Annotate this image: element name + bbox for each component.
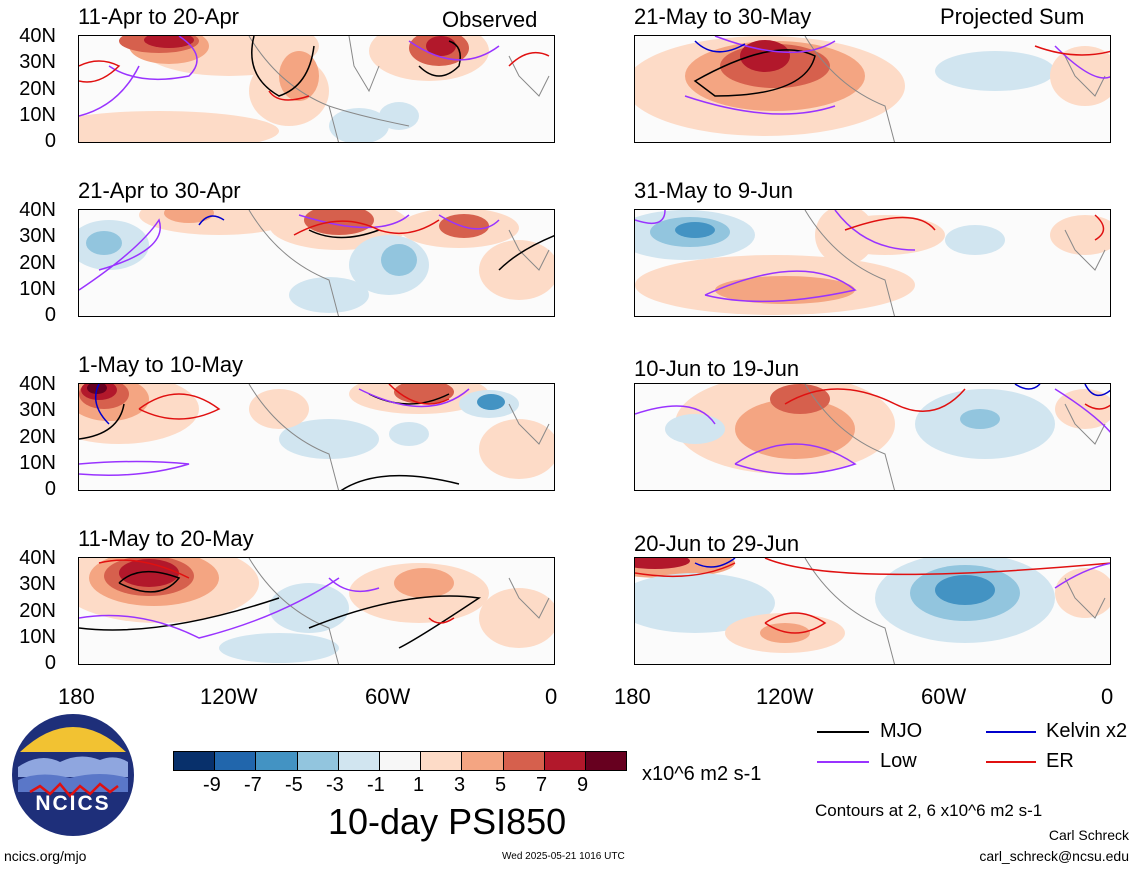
map-panel-21may-30may xyxy=(634,35,1111,143)
colorbar-tick: -1 xyxy=(367,774,385,796)
panel-title-5: 21-May to 30-May xyxy=(634,4,812,29)
panel-title-7: 10-Jun to 19-Jun xyxy=(634,356,800,381)
lon-label: 120W xyxy=(756,684,814,709)
lon-label: 0 xyxy=(545,684,558,709)
map-svg xyxy=(79,558,554,664)
colorbar-swatch xyxy=(296,752,338,770)
lat-label: 40N xyxy=(19,25,56,47)
colorbar-units: x10^6 m2 s-1 xyxy=(642,763,762,785)
lat-label: 30N xyxy=(19,51,56,73)
lon-label: 60W xyxy=(365,684,411,709)
column-header-projected: Projected Sum xyxy=(940,4,1085,29)
panel-title-2: 21-Apr to 30-Apr xyxy=(78,178,241,203)
colorbar-swatch xyxy=(174,752,215,770)
colorbar-tick: 3 xyxy=(454,774,466,796)
column-header-observed: Observed xyxy=(442,7,538,32)
lat-label: 0 xyxy=(44,478,56,500)
author-email[interactable]: carl_schreck@ncsu.edu xyxy=(979,848,1129,864)
colorbar-tick: -9 xyxy=(203,774,221,796)
legend-label-kelvin: Kelvin x2 xyxy=(1046,720,1128,742)
panel-title-8: 20-Jun to 29-Jun xyxy=(634,531,800,556)
lon-label: 60W xyxy=(921,684,967,709)
legend-label-low: Low xyxy=(880,750,917,772)
colorbar-tick: -5 xyxy=(285,774,303,796)
legend-line-kelvin xyxy=(986,731,1036,733)
lat-label: 0 xyxy=(44,304,56,326)
ncics-logo[interactable]: NCICS xyxy=(10,712,136,838)
lat-label: 10N xyxy=(19,104,56,126)
author-name: Carl Schreck xyxy=(1048,827,1129,843)
legend-label-mjo: MJO xyxy=(880,720,923,742)
map-panel-11may-20may xyxy=(78,557,555,665)
lat-label: 20N xyxy=(19,426,56,448)
lat-label: 40N xyxy=(19,373,56,395)
logo-text: NCICS xyxy=(35,792,111,815)
map-svg xyxy=(635,210,1110,316)
lat-label: 0 xyxy=(44,130,56,152)
legend-line-low xyxy=(817,761,869,763)
map-panel-10jun-19jun xyxy=(634,383,1111,491)
contour-note: Contours at 2, 6 x10^6 m2 s-1 xyxy=(815,801,1043,820)
colorbar-tick: 5 xyxy=(495,774,507,796)
panel-title-1: 11-Apr to 20-Apr xyxy=(78,4,240,29)
map-panel-1may-10may xyxy=(78,383,555,491)
colorbar-swatch xyxy=(255,752,297,770)
map-panel-11apr-20apr xyxy=(78,35,555,143)
legend-line-er xyxy=(986,761,1036,763)
site-link[interactable]: ncics.org/mjo xyxy=(4,848,87,864)
colorbar-swatch xyxy=(543,752,585,770)
lat-label: 30N xyxy=(19,399,56,421)
colorbar-swatch xyxy=(378,752,421,770)
lat-label: 0 xyxy=(44,652,56,674)
colorbar-swatch xyxy=(502,752,544,770)
panel-title-3: 1-May to 10-May xyxy=(78,352,244,377)
colorbar-tick: -3 xyxy=(326,774,344,796)
colorbar xyxy=(173,751,627,771)
lat-label: 30N xyxy=(19,225,56,247)
colorbar-swatch xyxy=(214,752,256,770)
map-svg xyxy=(79,210,554,316)
logo-svg xyxy=(12,714,134,836)
colorbar-swatch xyxy=(584,752,627,770)
colorbar-swatch xyxy=(461,752,503,770)
lat-label: 20N xyxy=(19,600,56,622)
lon-label: 0 xyxy=(1101,684,1114,709)
timestamp: Wed 2025-05-21 1016 UTC xyxy=(502,851,625,862)
lat-label: 30N xyxy=(19,573,56,595)
lat-label: 40N xyxy=(19,547,56,569)
colorbar-tick: 9 xyxy=(577,774,589,796)
main-title: 10-day PSI850 xyxy=(328,801,567,842)
map-svg xyxy=(635,36,1110,142)
colorbar-tick: -7 xyxy=(244,774,262,796)
colorbar-tick: 7 xyxy=(536,774,548,796)
colorbar-swatch xyxy=(420,752,462,770)
legend-label-er: ER xyxy=(1046,750,1074,772)
lat-label: 10N xyxy=(19,278,56,300)
lon-label: 180 xyxy=(58,684,95,709)
map-svg xyxy=(635,384,1110,490)
colorbar-swatch xyxy=(337,752,379,770)
map-svg xyxy=(635,558,1110,664)
map-panel-31may-9jun xyxy=(634,209,1111,317)
panel-title-6: 31-May to 9-Jun xyxy=(634,178,793,203)
map-panel-20jun-29jun xyxy=(634,557,1111,665)
map-panel-21apr-30apr xyxy=(78,209,555,317)
legend-line-mjo xyxy=(817,731,869,733)
lat-label: 10N xyxy=(19,452,56,474)
map-svg xyxy=(79,36,550,142)
lat-label: 40N xyxy=(19,199,56,221)
map-svg xyxy=(79,384,554,490)
lon-label: 120W xyxy=(200,684,258,709)
lon-label: 180 xyxy=(614,684,651,709)
lat-label: 20N xyxy=(19,78,56,100)
lat-label: 20N xyxy=(19,252,56,274)
panel-title-4: 11-May to 20-May xyxy=(78,526,254,551)
lat-label: 10N xyxy=(19,626,56,648)
colorbar-tick: 1 xyxy=(413,774,425,796)
